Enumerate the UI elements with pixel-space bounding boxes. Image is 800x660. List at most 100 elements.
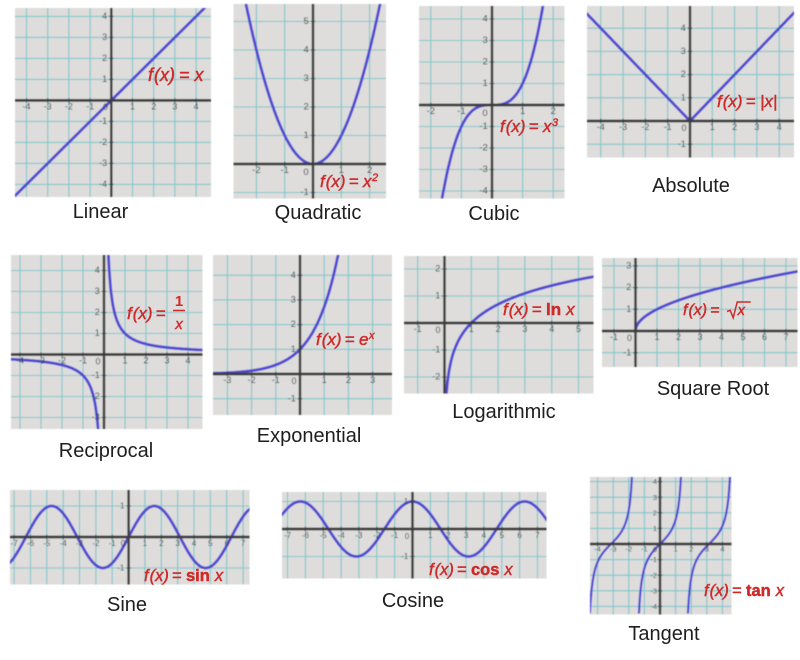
svg-text:-1: -1: [288, 393, 296, 403]
svg-text:-2: -2: [99, 137, 107, 147]
svg-text:1: 1: [291, 344, 296, 354]
svg-text:-2: -2: [252, 165, 260, 176]
svg-text:3: 3: [172, 101, 177, 111]
svg-text:1: 1: [339, 165, 344, 176]
svg-text:-2: -2: [625, 545, 632, 554]
svg-text:-2: -2: [58, 356, 66, 366]
svg-text:-1: -1: [414, 324, 422, 334]
svg-text:1: 1: [520, 106, 525, 117]
svg-text:1: 1: [404, 497, 409, 506]
svg-text:2: 2: [143, 356, 148, 366]
svg-text:2: 2: [151, 101, 156, 111]
svg-text:-1: -1: [432, 345, 440, 355]
svg-text:Sine: Sine: [107, 594, 147, 616]
svg-text:Tangent: Tangent: [628, 623, 700, 645]
svg-text:-4: -4: [479, 186, 487, 197]
svg-text:f(x)=: f(x) =: [683, 302, 719, 319]
svg-text:2: 2: [653, 508, 657, 517]
svg-text:3: 3: [464, 531, 469, 540]
svg-text:-4: -4: [594, 545, 601, 554]
svg-text:-1: -1: [280, 165, 288, 176]
svg-text:3: 3: [483, 35, 488, 46]
svg-text:2: 2: [102, 53, 107, 63]
svg-text:1: 1: [681, 92, 686, 102]
svg-text:3: 3: [522, 324, 527, 334]
svg-text:Linear: Linear: [73, 201, 129, 223]
svg-text:6: 6: [517, 531, 522, 540]
svg-text:3: 3: [697, 332, 702, 342]
svg-text:1: 1: [102, 74, 107, 84]
svg-text:5: 5: [304, 16, 309, 27]
svg-text:1: 1: [710, 122, 715, 132]
svg-text:-6: -6: [27, 539, 35, 548]
svg-text:1: 1: [175, 293, 183, 310]
svg-text:-3: -3: [610, 545, 617, 554]
svg-text:-3: -3: [44, 101, 52, 111]
svg-text:2: 2: [367, 165, 372, 176]
svg-text:4: 4: [102, 11, 107, 21]
svg-text:0: 0: [482, 108, 487, 119]
svg-text:Square Root: Square Root: [657, 378, 770, 400]
svg-text:-3: -3: [479, 164, 487, 175]
svg-text:2: 2: [159, 539, 164, 548]
svg-text:0: 0: [627, 333, 632, 343]
svg-text:1: 1: [469, 324, 474, 334]
svg-text:-1: -1: [401, 552, 409, 561]
svg-text:f(x)=lnx: f(x) = ln x: [503, 300, 575, 319]
svg-text:-1: -1: [92, 370, 100, 380]
svg-text:-2: -2: [479, 143, 487, 154]
svg-text:4: 4: [483, 14, 488, 25]
svg-text:2: 2: [304, 102, 309, 113]
svg-text:4: 4: [482, 531, 487, 540]
svg-text:-1: -1: [109, 539, 117, 548]
svg-text:-1: -1: [300, 187, 308, 198]
svg-text:-1: -1: [664, 122, 672, 132]
svg-text:-1: -1: [678, 139, 686, 149]
svg-text:4: 4: [720, 545, 724, 554]
svg-text:0: 0: [681, 123, 686, 133]
svg-text:7: 7: [241, 539, 246, 548]
svg-text:-2: -2: [248, 375, 256, 385]
svg-text:-1: -1: [272, 375, 280, 385]
svg-text:1: 1: [483, 78, 488, 89]
svg-text:3: 3: [626, 261, 631, 271]
svg-text:4: 4: [681, 23, 686, 33]
svg-text:-2: -2: [641, 122, 649, 132]
svg-text:f(x)=|x|: f(x) = |x|: [717, 92, 777, 111]
svg-text:0: 0: [291, 376, 296, 386]
svg-text:Reciprocal: Reciprocal: [59, 440, 153, 462]
svg-text:f(x)=: f(x) =: [127, 304, 166, 323]
svg-text:5: 5: [500, 531, 505, 540]
svg-text:7: 7: [535, 531, 540, 540]
svg-text:-3: -3: [99, 158, 107, 168]
svg-text:-3: -3: [355, 531, 363, 540]
svg-text:4: 4: [194, 101, 199, 111]
svg-text:-1: -1: [79, 356, 87, 366]
svg-text:1: 1: [654, 332, 659, 342]
svg-text:-1: -1: [610, 332, 618, 342]
svg-text:f(x)=x: f(x) = x: [148, 65, 205, 85]
svg-text:3: 3: [164, 356, 169, 366]
svg-text:-2: -2: [92, 391, 100, 401]
svg-text:2: 2: [676, 332, 681, 342]
svg-text:3: 3: [291, 295, 296, 305]
svg-text:-7: -7: [284, 531, 292, 540]
svg-text:Logarithmic: Logarithmic: [452, 401, 555, 423]
svg-text:3: 3: [653, 493, 657, 502]
svg-text:4: 4: [192, 539, 197, 548]
svg-text:-3: -3: [650, 586, 657, 595]
svg-text:4: 4: [95, 265, 100, 275]
svg-text:4: 4: [549, 324, 554, 334]
svg-text:-1: -1: [99, 116, 107, 126]
svg-text:1: 1: [120, 502, 125, 511]
svg-text:2: 2: [446, 531, 451, 540]
svg-text:3: 3: [370, 375, 375, 385]
svg-text:5: 5: [576, 324, 581, 334]
svg-text:2: 2: [435, 264, 440, 274]
svg-text:1: 1: [304, 130, 309, 141]
svg-text:Exponential: Exponential: [257, 425, 362, 447]
svg-text:-1: -1: [86, 101, 94, 111]
svg-text:1: 1: [143, 539, 148, 548]
